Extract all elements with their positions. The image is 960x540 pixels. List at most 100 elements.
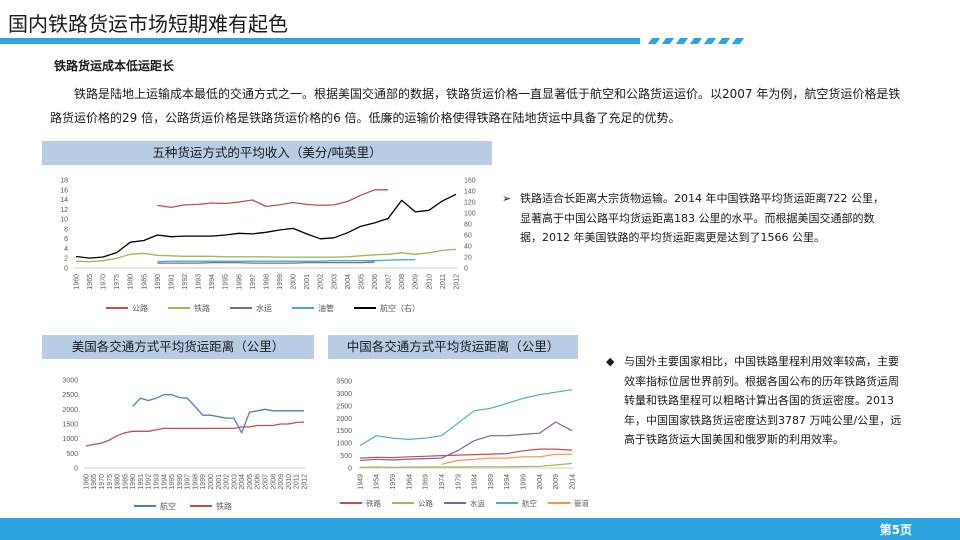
legend-label: 航空 [160, 501, 176, 511]
y-tick-label: 10 [60, 217, 68, 224]
chart1-caption: 五种货运方式的平均收入（美分/吨英里） [42, 141, 492, 165]
legend-label: 铁路 [366, 498, 381, 508]
page-title: 国内铁路货运市场短期难有起色 [8, 12, 288, 36]
y-tick-label: 1000 [62, 436, 78, 443]
y-tick-label: 0 [348, 466, 352, 473]
x-tick-label: 1949 [357, 474, 364, 490]
section-heading: 铁路货运成本低运距长 [54, 59, 175, 73]
legend-label: 铁路 [216, 501, 232, 511]
x-tick-label: 2007 [263, 474, 270, 490]
bullet-1-text: 铁路适合长距离大宗货物运输。2014 年中国铁路平均货运距离722 公里，显著高… [520, 192, 884, 244]
legend-label: 水运 [470, 498, 485, 508]
y-tick-label: 4 [64, 246, 68, 253]
x-tick-label: 1970 [101, 274, 108, 290]
x-tick-label: 1965 [87, 274, 94, 290]
x-tick-label: 1979 [455, 474, 462, 490]
x-tick-label: 2005 [247, 474, 254, 490]
y-right-tick-label: 80 [464, 222, 472, 229]
diamond-bullet-icon: ◆ [606, 355, 615, 368]
y-tick-label: 3000 [62, 378, 78, 385]
x-tick-label: 1994 [209, 274, 216, 290]
x-tick-label: 2002 [224, 474, 231, 490]
y-tick-label: 2500 [62, 392, 78, 399]
x-tick-label: 1993 [196, 274, 203, 290]
legend-label: 公路 [132, 303, 148, 313]
y-right-tick-label: 60 [464, 233, 472, 240]
x-tick-label: 1985 [122, 474, 129, 490]
x-tick-label: 2004 [345, 274, 352, 290]
series-line [85, 421, 305, 447]
x-tick-label: 1974 [439, 474, 446, 490]
y-tick-label: 6 [64, 236, 68, 243]
x-tick-label: 1985 [141, 274, 148, 290]
y-right-tick-label: 140 [464, 189, 476, 196]
series-line [157, 259, 416, 263]
y-tick-label: 3500 [336, 379, 352, 386]
x-tick-label: 1997 [250, 274, 257, 290]
series-line [359, 421, 573, 462]
x-tick-label: 2006 [255, 474, 262, 490]
x-tick-label: 2010 [426, 274, 433, 290]
legend-label: 水运 [256, 303, 272, 313]
x-tick-label: 1994 [161, 474, 168, 490]
y-tick-label: 2000 [336, 416, 352, 423]
x-tick-label: 2014 [569, 474, 576, 490]
x-tick-label: 1960 [73, 274, 80, 290]
x-tick-label: 1969 [423, 474, 430, 490]
x-tick-label: 1989 [488, 474, 495, 490]
y-tick-label: 3000 [336, 391, 352, 398]
x-tick-label: 1991 [138, 474, 145, 490]
series-line [359, 448, 573, 459]
china-distance-chart: 0 500 1000 1500 2000 2500 3000 3500 1949 1954 1959… [336, 379, 589, 509]
title-rule [0, 38, 960, 44]
y-tick-label: 1500 [62, 422, 78, 429]
x-tick-label: 2008 [399, 274, 406, 290]
x-tick-label: 1992 [182, 274, 189, 290]
x-tick-label: 1999 [277, 274, 284, 290]
x-tick-label: 2004 [537, 474, 544, 490]
x-tick-label: 1998 [263, 274, 270, 290]
y-tick-label: 500 [340, 453, 352, 460]
x-tick-label: 1990 [130, 474, 137, 490]
y-tick-label: 1500 [336, 428, 352, 435]
arrow-bullet-icon: ➢ [502, 192, 512, 205]
legend-label: 管道 [574, 498, 589, 508]
y-tick-label: 0 [74, 466, 78, 473]
x-tick-label: 2000 [291, 274, 298, 290]
y-tick-label: 18 [60, 178, 68, 185]
x-tick-label: 1980 [115, 474, 122, 490]
x-tick-label: 1959 [390, 474, 397, 490]
us-distance-chart: 0 500 1000 1500 2000 2500 3000 1960 1965 1970 1975… [62, 378, 308, 512]
y-right-tick-label: 0 [464, 266, 468, 273]
x-tick-label: 1999 [200, 474, 207, 490]
x-tick-label: 2004 [239, 474, 246, 490]
intro-paragraph: 铁路是陆地上运输成本最低的交通方式之一。根据美国交通部的数据，铁路货运价格一直显… [50, 87, 901, 125]
x-tick-label: 1980 [128, 274, 135, 290]
y-right-tick-label: 20 [464, 255, 472, 262]
revenue-chart: 0 2 4 6 8 10 12 14 16 18 0 20 40 60 80 100 120 140 160 1960… [60, 178, 476, 314]
x-tick-label: 2001 [304, 274, 311, 290]
x-tick-label: 1960 [83, 474, 90, 490]
title-bar: 国内铁路货运市场短期难有起色 [0, 0, 960, 44]
y-tick-label: 1000 [336, 441, 352, 448]
x-tick-label: 1992 [146, 474, 153, 490]
x-tick-label: 1991 [168, 274, 175, 290]
x-tick-label: 1995 [169, 474, 176, 490]
series-line [157, 261, 375, 264]
x-tick-label: 2007 [386, 274, 393, 290]
bullet-2: ◆ 与国外主要国家相比，中国铁路里程利用效率较高，主要效率指标位居世界前列。根据… [606, 352, 906, 492]
y-tick-label: 2000 [62, 407, 78, 414]
x-tick-label: 2012 [301, 474, 308, 490]
y-tick-label: 12 [60, 207, 68, 214]
x-tick-label: 1964 [406, 474, 413, 490]
y-tick-label: 14 [60, 197, 68, 204]
x-tick-label: 2011 [440, 274, 447, 289]
legend-label: 铁路 [194, 303, 210, 313]
series-line [75, 248, 457, 263]
x-tick-label: 1997 [185, 474, 192, 490]
bullet-2-text: 与国外主要国家相比，中国铁路里程利用效率较高，主要效率指标位居世界前列。根据各国… [624, 355, 902, 446]
y-right-tick-label: 100 [464, 211, 476, 218]
x-tick-label: 2009 [553, 474, 560, 490]
x-tick-label: 1994 [504, 474, 511, 490]
footer-bar: 第5页 [0, 518, 960, 540]
